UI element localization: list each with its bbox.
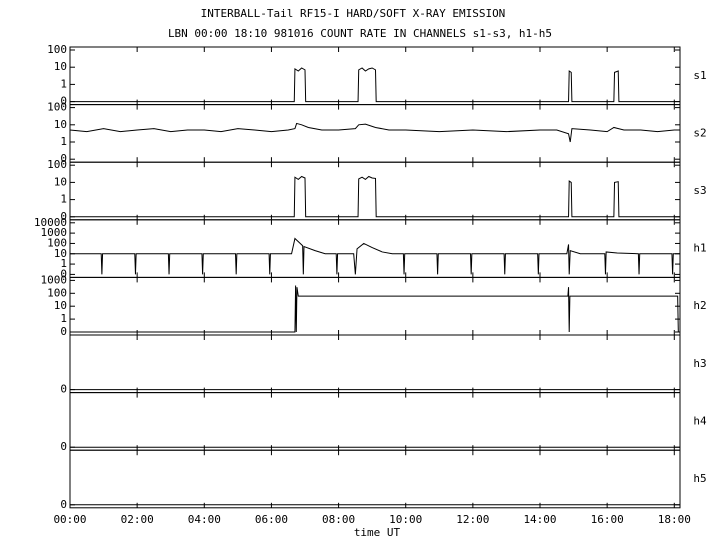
panel-label: h2	[693, 299, 706, 312]
panel-frame	[69, 46, 681, 106]
x-tick-label: 00:00	[53, 513, 86, 526]
data-line	[70, 175, 680, 218]
panel-label: s3	[693, 184, 706, 197]
y-tick-label: 1	[60, 135, 67, 148]
y-tick-label: 10	[54, 299, 67, 312]
y-tick-label: 100	[47, 236, 67, 249]
x-tick-label: 14:00	[523, 513, 556, 526]
panel-frame	[69, 392, 681, 451]
y-tick-label: 100	[47, 286, 67, 299]
y-tick-label: 0	[60, 210, 67, 223]
y-tick-label: 0	[60, 95, 67, 108]
panel-label: h3	[693, 357, 706, 370]
x-tick-label: 04:00	[188, 513, 221, 526]
y-tick-label: 0	[60, 325, 67, 338]
chart-subtitle: LBN 00:00 18:10 981016 COUNT RATE IN CHA…	[168, 27, 552, 40]
y-tick-label: 1000	[41, 273, 68, 286]
panel-frame	[69, 276, 681, 336]
x-tick-label: 06:00	[255, 513, 288, 526]
y-tick-label: 100	[47, 43, 67, 56]
y-tick-label: 1000	[41, 226, 68, 239]
y-tick-label: 1	[60, 257, 67, 270]
panel-label: s1	[693, 69, 706, 82]
panel-label: h1	[693, 242, 706, 255]
y-tick-label: 0	[60, 152, 67, 165]
x-tick-label: 08:00	[322, 513, 355, 526]
data-line	[70, 67, 680, 103]
y-tick-label: 100	[47, 158, 67, 171]
x-tick-label: 02:00	[121, 513, 154, 526]
y-tick-label: 100	[47, 101, 67, 114]
y-tick-label: 0	[60, 440, 67, 453]
x-tick-label: 12:00	[456, 513, 489, 526]
panel-label: h5	[693, 472, 706, 485]
x-tick-label: 18:00	[658, 513, 691, 526]
data-line	[69, 122, 680, 143]
data-line	[70, 237, 680, 275]
x-axis-label: time UT	[354, 526, 401, 539]
y-tick-label: 1	[60, 77, 67, 90]
y-tick-label: 10	[54, 118, 67, 131]
panel-label: s2	[693, 126, 706, 139]
data-line	[70, 285, 680, 333]
x-tick-label: 10:00	[389, 513, 422, 526]
y-tick-label: 10	[54, 60, 67, 73]
panel-frame	[69, 104, 681, 163]
y-tick-label: 1	[60, 312, 67, 325]
y-tick-label: 0	[60, 383, 67, 396]
y-tick-label: 10	[54, 247, 67, 260]
panel-label: h4	[693, 414, 707, 427]
y-tick-label: 10000	[34, 216, 67, 229]
y-tick-label: 0	[60, 267, 67, 280]
chart-title: INTERBALL-Tail RF15-I HARD/SOFT X-RAY EM…	[201, 7, 506, 20]
y-tick-label: 10	[54, 175, 67, 188]
panel-frame	[69, 334, 681, 394]
y-tick-label: 1	[60, 193, 67, 206]
panel-frame	[69, 161, 681, 221]
panel-frame	[69, 449, 681, 509]
x-tick-label: 16:00	[591, 513, 624, 526]
y-tick-label: 0	[60, 498, 67, 511]
